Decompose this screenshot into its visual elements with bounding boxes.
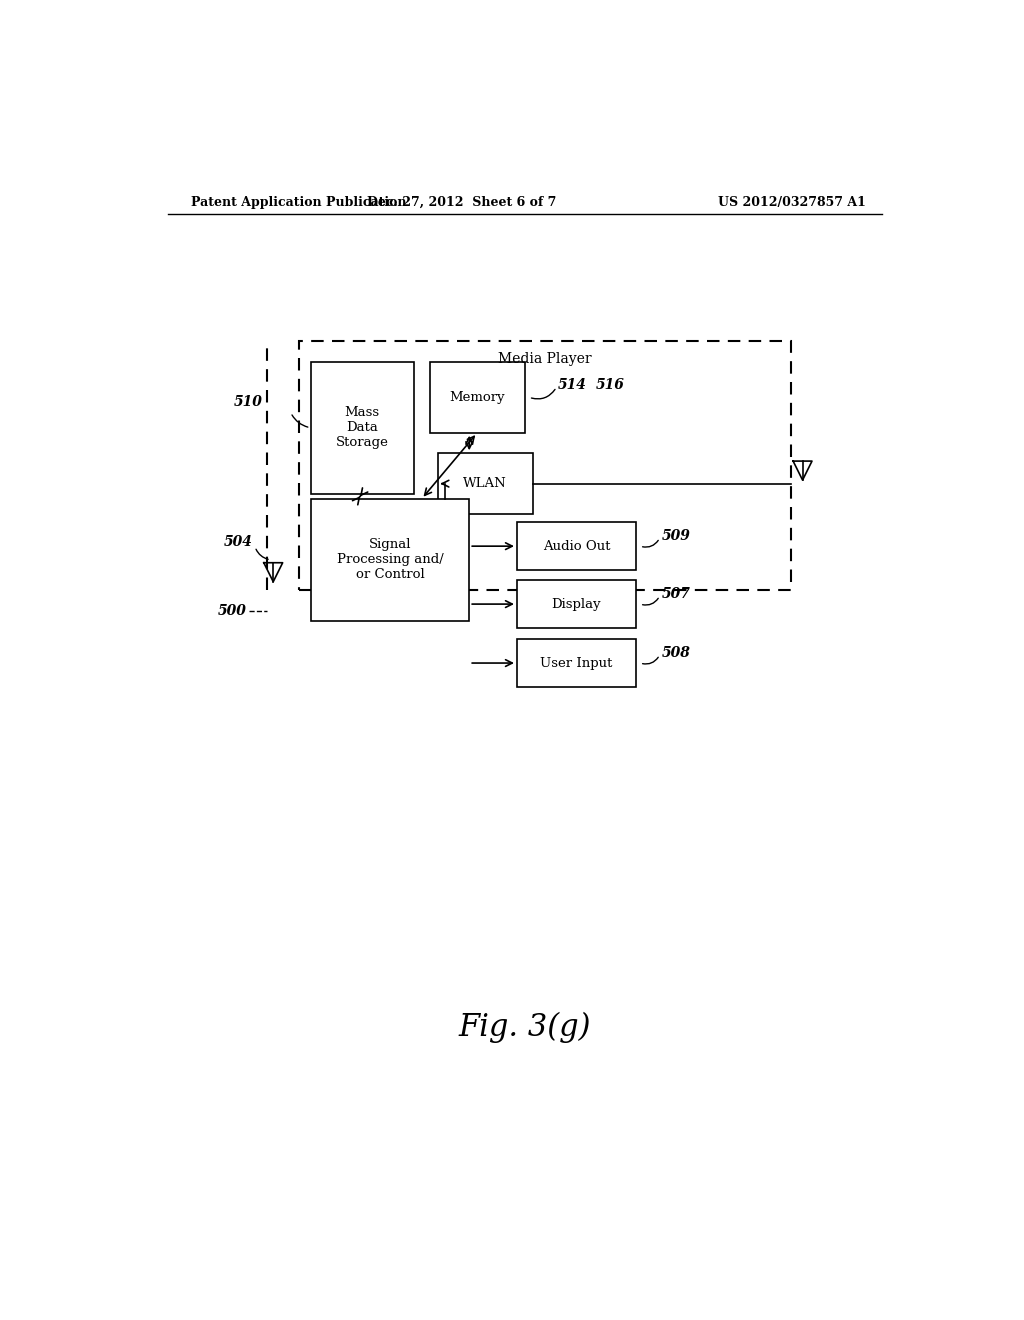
Text: Memory: Memory [450,391,505,404]
Bar [437,453,532,515]
Text: Audio Out: Audio Out [543,540,610,553]
Bar [517,639,636,686]
Bar [517,523,636,570]
Text: US 2012/0327857 A1: US 2012/0327857 A1 [718,195,866,209]
Bar [310,362,414,494]
Text: 516: 516 [596,378,625,392]
Text: 510: 510 [234,395,263,409]
Text: 507: 507 [662,587,690,601]
Bar [430,362,525,433]
Text: Mass
Data
Storage: Mass Data Storage [336,407,388,449]
Text: 508: 508 [662,645,690,660]
Bar [517,581,636,628]
Text: Patent Application Publication: Patent Application Publication [191,195,407,209]
Text: Signal
Processing and/
or Control: Signal Processing and/ or Control [337,539,443,581]
Text: Fig. 3(g): Fig. 3(g) [459,1012,591,1043]
Bar [299,342,791,590]
Text: WLAN: WLAN [463,477,507,490]
Text: Dec. 27, 2012  Sheet 6 of 7: Dec. 27, 2012 Sheet 6 of 7 [367,195,556,209]
Text: 509: 509 [662,529,690,543]
Bar [310,499,469,620]
Text: Display: Display [552,598,601,611]
Text: Media Player: Media Player [498,351,592,366]
Text: User Input: User Input [541,656,612,669]
Text: 504: 504 [223,535,253,549]
Text: 514: 514 [558,378,587,392]
Text: 500: 500 [218,603,247,618]
